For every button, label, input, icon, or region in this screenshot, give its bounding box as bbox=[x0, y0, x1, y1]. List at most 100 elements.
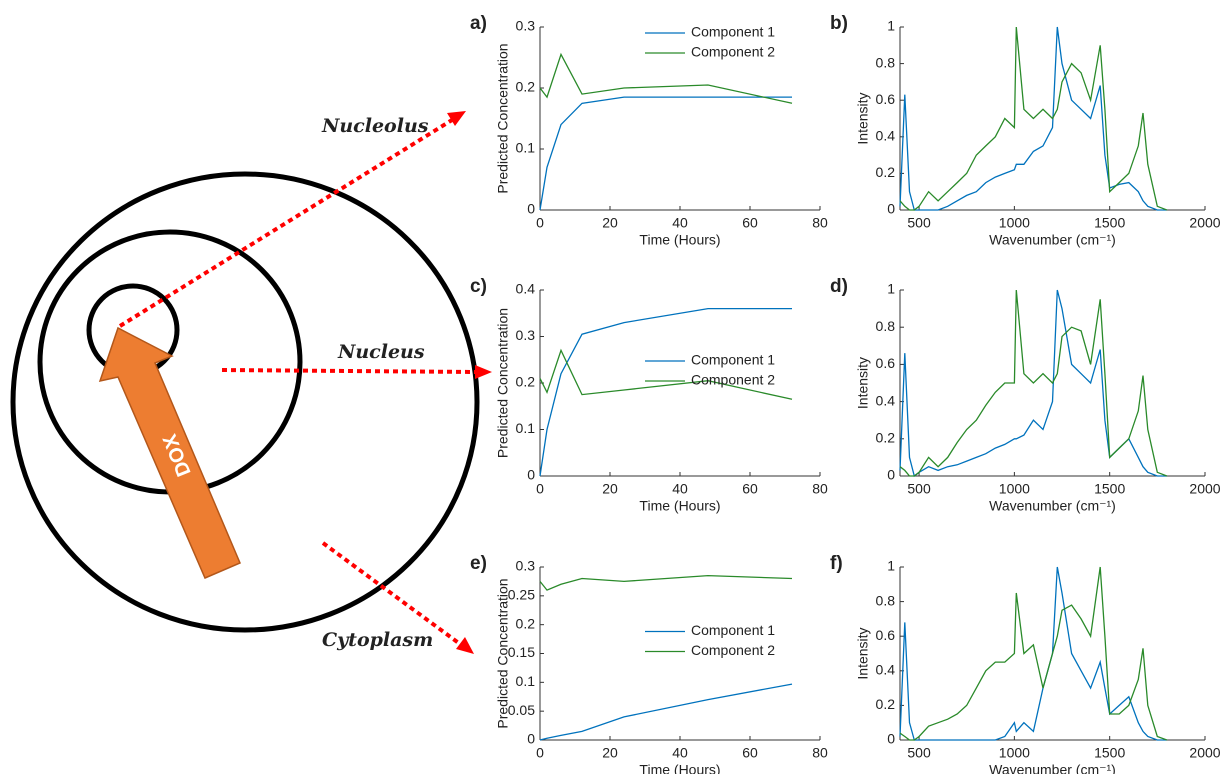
y-axis-label: Predicted Concentration bbox=[495, 578, 511, 728]
x-tick-label: 1500 bbox=[1094, 745, 1125, 761]
region-label: Nucleus bbox=[337, 341, 425, 363]
x-tick-label: 80 bbox=[812, 481, 828, 497]
x-tick-label: 0 bbox=[536, 215, 544, 231]
x-axis-label: Wavenumber (cm⁻¹) bbox=[989, 232, 1116, 248]
y-tick-label: 0.4 bbox=[876, 128, 896, 144]
pointer-line bbox=[118, 118, 454, 328]
x-tick-label: 1000 bbox=[999, 481, 1030, 497]
x-tick-label: 2000 bbox=[1189, 215, 1220, 231]
y-tick-label: 0.25 bbox=[508, 587, 535, 603]
y-tick-label: 0.1 bbox=[516, 140, 536, 156]
y-tick-label: 0.3 bbox=[516, 558, 536, 574]
dox-arrow bbox=[98, 326, 241, 579]
x-axis-label: Wavenumber (cm⁻¹) bbox=[989, 498, 1116, 514]
y-tick-label: 0 bbox=[527, 731, 535, 747]
x-tick-label: 80 bbox=[812, 215, 828, 231]
y-tick-label: 0.8 bbox=[876, 318, 896, 334]
y-tick-label: 0.6 bbox=[876, 91, 896, 107]
y-tick-label: 0.4 bbox=[876, 662, 896, 678]
y-tick-label: 0.6 bbox=[876, 355, 896, 371]
panel-label: d) bbox=[830, 276, 848, 297]
cell-membrane bbox=[10, 171, 480, 633]
x-tick-label: 1000 bbox=[999, 745, 1030, 761]
x-tick-label: 40 bbox=[672, 745, 688, 761]
y-tick-label: 0.2 bbox=[876, 430, 896, 446]
x-tick-label: 1500 bbox=[1094, 481, 1125, 497]
x-tick-label: 60 bbox=[742, 215, 758, 231]
x-tick-label: 0 bbox=[536, 481, 544, 497]
legend-label: Component 2 bbox=[691, 44, 775, 60]
y-tick-label: 0.8 bbox=[876, 54, 896, 70]
y-tick-label: 0.2 bbox=[516, 615, 536, 631]
panel-label: b) bbox=[830, 13, 848, 34]
y-tick-label: 0.4 bbox=[516, 281, 536, 297]
panel-label: a) bbox=[470, 13, 487, 34]
y-axis-label: Predicted Concentration bbox=[495, 43, 511, 193]
y-tick-label: 1 bbox=[887, 281, 895, 297]
region-label: Cytoplasm bbox=[322, 629, 433, 651]
series-line bbox=[539, 574, 793, 591]
series-line bbox=[539, 683, 793, 741]
series-line bbox=[539, 52, 793, 104]
legend-label: Component 1 bbox=[691, 352, 775, 368]
y-tick-label: 0 bbox=[887, 467, 895, 483]
x-tick-label: 40 bbox=[672, 481, 688, 497]
region-label: Nucleolus bbox=[321, 115, 429, 137]
y-tick-label: 0.2 bbox=[516, 79, 536, 95]
x-axis-label: Time (Hours) bbox=[639, 232, 720, 248]
x-tick-label: 20 bbox=[602, 215, 618, 231]
series-line bbox=[899, 26, 1168, 211]
y-axis-label: Predicted Concentration bbox=[495, 308, 511, 458]
y-axis-label: Intensity bbox=[855, 357, 871, 409]
panel-label: f) bbox=[830, 553, 843, 574]
y-axis-label: Intensity bbox=[855, 92, 871, 144]
cell-diagram: DOX Nucleolus Nucleus Cytoplasm bbox=[10, 111, 492, 654]
panel-label: e) bbox=[470, 553, 487, 574]
y-tick-label: 0 bbox=[527, 201, 535, 217]
x-tick-label: 60 bbox=[742, 745, 758, 761]
y-axis-label: Intensity bbox=[855, 627, 871, 679]
series-line bbox=[899, 566, 1168, 741]
y-tick-label: 0.3 bbox=[516, 327, 536, 343]
y-tick-label: 0.2 bbox=[516, 374, 536, 390]
legend-label: Component 2 bbox=[691, 642, 775, 658]
x-tick-label: 2000 bbox=[1189, 745, 1220, 761]
x-tick-label: 60 bbox=[742, 481, 758, 497]
y-tick-label: 0.2 bbox=[876, 164, 896, 180]
y-tick-label: 0.1 bbox=[516, 673, 536, 689]
x-tick-label: 500 bbox=[907, 215, 931, 231]
y-tick-label: 0 bbox=[887, 731, 895, 747]
panel-label: c) bbox=[470, 276, 487, 297]
series-line bbox=[539, 348, 793, 400]
arrowhead bbox=[475, 365, 492, 379]
y-tick-label: 0.3 bbox=[516, 18, 536, 34]
x-axis-label: Wavenumber (cm⁻¹) bbox=[989, 762, 1116, 774]
arrowhead bbox=[456, 637, 474, 654]
y-tick-label: 0 bbox=[887, 201, 895, 217]
x-tick-label: 1500 bbox=[1094, 215, 1125, 231]
y-tick-label: 0.4 bbox=[876, 392, 896, 408]
pointer-lines bbox=[118, 118, 477, 646]
x-tick-label: 500 bbox=[907, 745, 931, 761]
y-tick-label: 0 bbox=[527, 467, 535, 483]
y-tick-label: 0.6 bbox=[876, 627, 896, 643]
y-tick-label: 0.1 bbox=[516, 420, 536, 436]
y-tick-label: 0.2 bbox=[876, 696, 896, 712]
x-tick-label: 0 bbox=[536, 745, 544, 761]
x-tick-label: 20 bbox=[602, 481, 618, 497]
series-line bbox=[539, 307, 792, 477]
legend-label: Component 1 bbox=[691, 622, 775, 638]
arrowhead bbox=[447, 111, 466, 126]
legend-label: Component 2 bbox=[691, 372, 775, 388]
series-line bbox=[899, 566, 1167, 741]
series-line bbox=[899, 26, 1167, 211]
x-axis-label: Time (Hours) bbox=[639, 498, 720, 514]
series-line bbox=[539, 96, 792, 211]
x-tick-label: 1000 bbox=[999, 215, 1030, 231]
x-tick-label: 80 bbox=[812, 745, 828, 761]
pointer-line bbox=[221, 368, 477, 374]
y-tick-label: 0.05 bbox=[508, 702, 535, 718]
y-tick-label: 0.15 bbox=[508, 644, 535, 660]
x-tick-label: 500 bbox=[907, 481, 931, 497]
